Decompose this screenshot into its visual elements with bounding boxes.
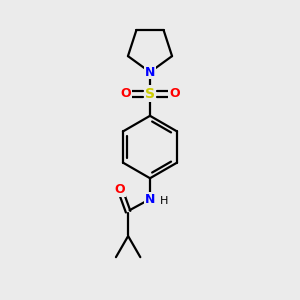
Text: H: H [160, 196, 168, 206]
Text: O: O [115, 183, 125, 196]
Text: O: O [120, 87, 131, 100]
Text: O: O [169, 87, 180, 100]
Text: N: N [145, 66, 155, 79]
Text: N: N [145, 193, 155, 206]
Text: S: S [145, 86, 155, 100]
